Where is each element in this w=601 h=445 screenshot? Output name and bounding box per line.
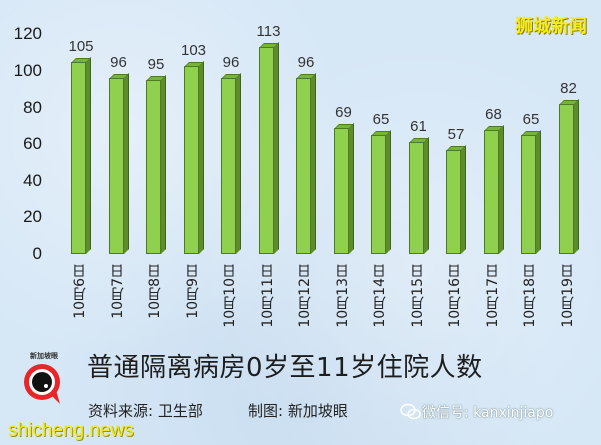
data-label: 96 [297, 54, 315, 72]
bar [446, 144, 466, 254]
bar-side [573, 98, 579, 254]
x-tick-label: 10月11日 [259, 264, 276, 328]
bar [296, 73, 316, 254]
y-tick-label: 40 [23, 170, 42, 190]
x-tick-label: 10月17日 [484, 264, 501, 328]
logo-icon [24, 364, 60, 404]
x-tick-label: 10月10日 [222, 264, 238, 328]
bar-front [558, 103, 574, 254]
data-label: 65 [372, 111, 390, 129]
bar-side [461, 144, 466, 254]
bar [183, 60, 204, 254]
x-tick-label: 10月8日 [147, 264, 163, 319]
bar-side [198, 60, 204, 254]
wechat-id: 微信号: kanxinjiapo [422, 405, 554, 421]
x-tick-label: 10月19日 [559, 264, 576, 328]
maker-note: 制图: 新加坡眼 [248, 402, 348, 420]
x-tick-label: 10月16日 [447, 264, 463, 328]
y-tick-label: 80 [23, 97, 42, 117]
data-label: 61 [410, 118, 427, 136]
bar-side [386, 130, 391, 254]
bar-side [161, 75, 166, 254]
y-tick-label: 60 [23, 134, 42, 154]
y-tick-label: 120 [13, 24, 42, 44]
bar [371, 130, 391, 254]
bar-side [123, 73, 129, 254]
bar-front [108, 78, 124, 254]
bar-front [146, 80, 161, 254]
chart-title: 普通隔离病房0岁至11岁住院人数 [87, 353, 483, 383]
bar [333, 122, 354, 254]
bar-front [221, 78, 236, 254]
data-label: 57 [447, 125, 465, 143]
bar-side [423, 137, 429, 254]
y-tick-label: 100 [13, 61, 42, 80]
bar [108, 73, 129, 254]
data-label: 96 [110, 54, 127, 72]
bar [258, 42, 279, 254]
bar-chart: 0 20 40 60 80 100 120 105 10月6日 96 10月7日 95 10月8日 103… [13, 23, 579, 328]
bar [483, 124, 504, 254]
data-label: 65 [522, 111, 540, 129]
x-tick-label: 10月12日 [297, 264, 313, 328]
y-tick-label: 0 [32, 244, 42, 263]
bar-front [258, 47, 274, 254]
bar-front [296, 78, 311, 254]
data-label: 69 [335, 103, 352, 121]
bar [408, 137, 429, 254]
bar-front [371, 135, 386, 254]
bar [521, 130, 541, 254]
x-tick-label: 10月9日 [184, 264, 201, 319]
y-tick-label: 20 [23, 207, 42, 227]
data-label: 103 [180, 41, 207, 59]
data-label: 68 [485, 105, 502, 123]
bar-side [311, 73, 316, 254]
data-label: 105 [68, 37, 94, 55]
bar-side [236, 73, 241, 254]
bar-front [408, 142, 424, 254]
bar-front [446, 149, 461, 254]
bar-side [498, 124, 504, 254]
bar-side [273, 42, 279, 254]
bar [71, 56, 91, 254]
data-label: 96 [222, 54, 240, 72]
bar [221, 73, 241, 254]
bar [558, 98, 579, 254]
bar-front [483, 129, 499, 254]
bar-front [521, 135, 536, 254]
x-tick-label: 10月14日 [372, 264, 388, 328]
bar-side [86, 56, 91, 254]
bar [146, 75, 166, 254]
bar-side [536, 130, 541, 254]
x-tick-label: 10月13日 [334, 264, 351, 328]
logo-text: 新加坡眼 [30, 352, 58, 360]
x-tick-label: 10月18日 [522, 264, 538, 328]
bar-front [71, 61, 86, 254]
data-label: 113 [256, 23, 281, 41]
bar-front [333, 127, 349, 254]
x-tick-label: 10月15日 [409, 264, 426, 328]
data-label: 95 [147, 56, 165, 74]
watermark: shicheng.news [8, 420, 134, 441]
brand-label: 狮城新闻 [515, 16, 587, 37]
source-note: 资料来源: 卫生部 [88, 402, 203, 420]
bar-front [183, 65, 199, 254]
bar-side [348, 122, 354, 254]
x-tick-label: 10月7日 [109, 264, 126, 319]
wechat-icon [400, 403, 421, 420]
data-label: 82 [560, 79, 577, 97]
x-tick-label: 10月6日 [72, 264, 88, 319]
